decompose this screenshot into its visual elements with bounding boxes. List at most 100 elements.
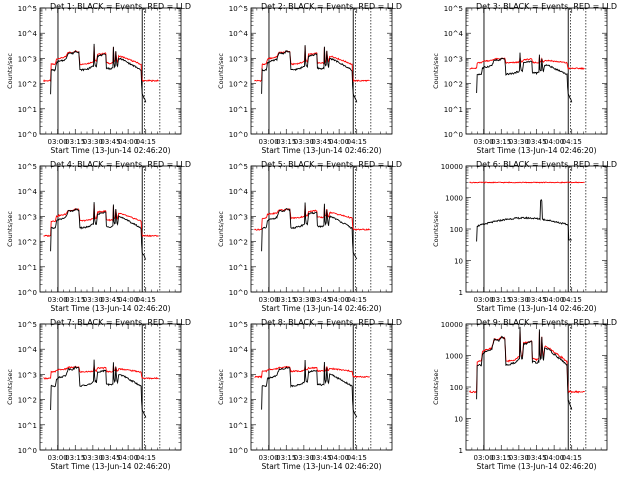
series-lld-red — [469, 327, 585, 394]
y-tick-label: 10^5 — [18, 321, 37, 329]
x-tick-label: 03:15 — [491, 138, 511, 146]
x-tick-label: 03:30 — [83, 296, 103, 304]
y-tick-label: 10 — [454, 416, 463, 424]
y-tick-label: 10^5 — [229, 5, 248, 13]
x-axis-label: Start Time (13-Jun-14 02:46:20) — [262, 462, 382, 471]
x-tick-label: 03:30 — [83, 138, 103, 146]
x-tick-label: 03:45 — [100, 296, 120, 304]
x-tick-label: 03:30 — [509, 454, 529, 462]
chart-panel-det-5: Det 5: BLACK = Events, RED = LLD Counts/s… — [217, 160, 402, 313]
x-tick-label: 03:30 — [509, 138, 529, 146]
x-tick-label: 03:00 — [474, 296, 494, 304]
chart-title: Det 3: BLACK = Events, RED = LLD — [476, 2, 617, 11]
y-tick-label: 100 — [450, 384, 463, 392]
chart-title: Det 4: BLACK = Events, RED = LLD — [50, 160, 191, 169]
y-axis-label: Counts/sec — [217, 369, 225, 405]
y-axis-label: Counts/sec — [432, 369, 440, 405]
series-events-black — [476, 198, 572, 242]
y-axis-label: Counts/sec — [217, 211, 225, 247]
x-axis-label: Start Time (13-Jun-14 02:46:20) — [51, 304, 171, 313]
chart-panel-det-9: Det 9: BLACK = Events, RED = LLD Counts/s… — [432, 318, 617, 471]
chart-title: Det 5: BLACK = Events, RED = LLD — [261, 160, 402, 169]
chart-title: Det 2: BLACK = Events, RED = LLD — [261, 2, 402, 11]
x-tick-label: 04:00 — [544, 296, 564, 304]
x-tick-label: 04:15 — [562, 454, 582, 462]
x-tick-label: 03:00 — [259, 138, 279, 146]
y-tick-label: 10^3 — [18, 213, 37, 221]
y-tick-label: 10^1 — [18, 264, 37, 272]
series-events-black — [50, 202, 147, 260]
x-tick-label: 03:45 — [526, 138, 546, 146]
x-tick-label: 03:15 — [276, 454, 296, 462]
x-axis-label: Start Time (13-Jun-14 02:46:20) — [477, 462, 597, 471]
y-tick-label: 10^1 — [444, 106, 463, 114]
x-tick-label: 04:00 — [118, 454, 138, 462]
y-tick-label: 10^1 — [18, 106, 37, 114]
y-tick-label: 10000 — [441, 321, 463, 329]
chart-title: Det 6: BLACK = Events, RED = LLD — [476, 160, 617, 169]
y-tick-label: 10 — [454, 258, 463, 266]
series-lld-red — [254, 365, 370, 379]
y-tick-label: 10^0 — [229, 131, 248, 139]
series-lld-red — [469, 181, 585, 184]
x-tick-label: 04:00 — [329, 138, 349, 146]
chart-panel-det-1: Det 1: BLACK = Events, RED = LLD Counts/s… — [6, 2, 191, 155]
series-events-black — [476, 52, 573, 103]
x-tick-label: 03:30 — [509, 296, 529, 304]
chart-title: Det 7: BLACK = Events, RED = LLD — [50, 318, 191, 327]
chart-panel-det-7: Det 7: BLACK = Events, RED = LLD Counts/s… — [6, 318, 191, 471]
y-tick-label: 10^1 — [229, 264, 248, 272]
y-tick-label: 10^1 — [18, 422, 37, 430]
chart-title: Det 9: BLACK = Events, RED = LLD — [476, 318, 617, 327]
x-tick-label: 03:45 — [526, 296, 546, 304]
y-tick-label: 10^2 — [229, 239, 248, 247]
x-tick-label: 04:15 — [136, 296, 156, 304]
y-tick-label: 10^2 — [229, 81, 248, 89]
x-tick-label: 04:15 — [136, 138, 156, 146]
x-tick-label: 03:15 — [65, 138, 85, 146]
x-tick-label: 03:45 — [311, 454, 331, 462]
x-tick-label: 03:15 — [491, 296, 511, 304]
y-axis-label: Counts/sec — [6, 369, 14, 405]
x-tick-label: 03:45 — [311, 296, 331, 304]
y-axis-label: Counts/sec — [432, 53, 440, 89]
x-tick-label: 03:45 — [526, 454, 546, 462]
chart-panel-det-2: Det 2: BLACK = Events, RED = LLD Counts/s… — [217, 2, 402, 155]
x-tick-label: 04:15 — [347, 138, 367, 146]
y-tick-label: 10^2 — [18, 81, 37, 89]
y-tick-label: 10^3 — [18, 371, 37, 379]
y-tick-label: 10^2 — [18, 239, 37, 247]
x-tick-label: 04:15 — [136, 454, 156, 462]
x-tick-label: 03:15 — [65, 296, 85, 304]
series-events-black — [261, 202, 358, 260]
y-tick-label: 10^0 — [18, 289, 37, 297]
y-tick-label: 10^2 — [18, 397, 37, 405]
chart-panel-det-3: Det 3: BLACK = Events, RED = LLD Counts/s… — [432, 2, 617, 155]
y-tick-label: 10^0 — [444, 131, 463, 139]
y-axis-label: Counts/sec — [432, 211, 440, 247]
x-tick-label: 03:30 — [294, 454, 314, 462]
x-tick-label: 03:00 — [259, 454, 279, 462]
x-tick-label: 03:15 — [491, 454, 511, 462]
y-tick-label: 10^5 — [229, 163, 248, 171]
y-tick-label: 10^1 — [229, 106, 248, 114]
y-tick-label: 1000 — [445, 195, 463, 203]
chart-panel-det-4: Det 4: BLACK = Events, RED = LLD Counts/s… — [6, 160, 191, 313]
chart-title: Det 8: BLACK = Events, RED = LLD — [261, 318, 402, 327]
y-tick-label: 10000 — [441, 163, 463, 171]
y-tick-label: 10^3 — [229, 371, 248, 379]
x-axis-label: Start Time (13-Jun-14 02:46:20) — [477, 304, 597, 313]
y-tick-label: 10^4 — [229, 346, 249, 354]
y-tick-label: 10^0 — [18, 447, 37, 455]
series-events-black — [261, 45, 358, 103]
x-tick-label: 03:30 — [294, 296, 314, 304]
chart-panel-det-8: Det 8: BLACK = Events, RED = LLD Counts/s… — [217, 318, 402, 471]
x-axis-label: Start Time (13-Jun-14 02:46:20) — [51, 462, 171, 471]
series-lld-red — [254, 46, 370, 83]
x-tick-label: 03:00 — [259, 296, 279, 304]
x-tick-label: 04:00 — [118, 296, 138, 304]
series-events-black — [261, 359, 358, 418]
x-tick-label: 04:15 — [347, 454, 367, 462]
y-tick-label: 1 — [459, 447, 463, 455]
